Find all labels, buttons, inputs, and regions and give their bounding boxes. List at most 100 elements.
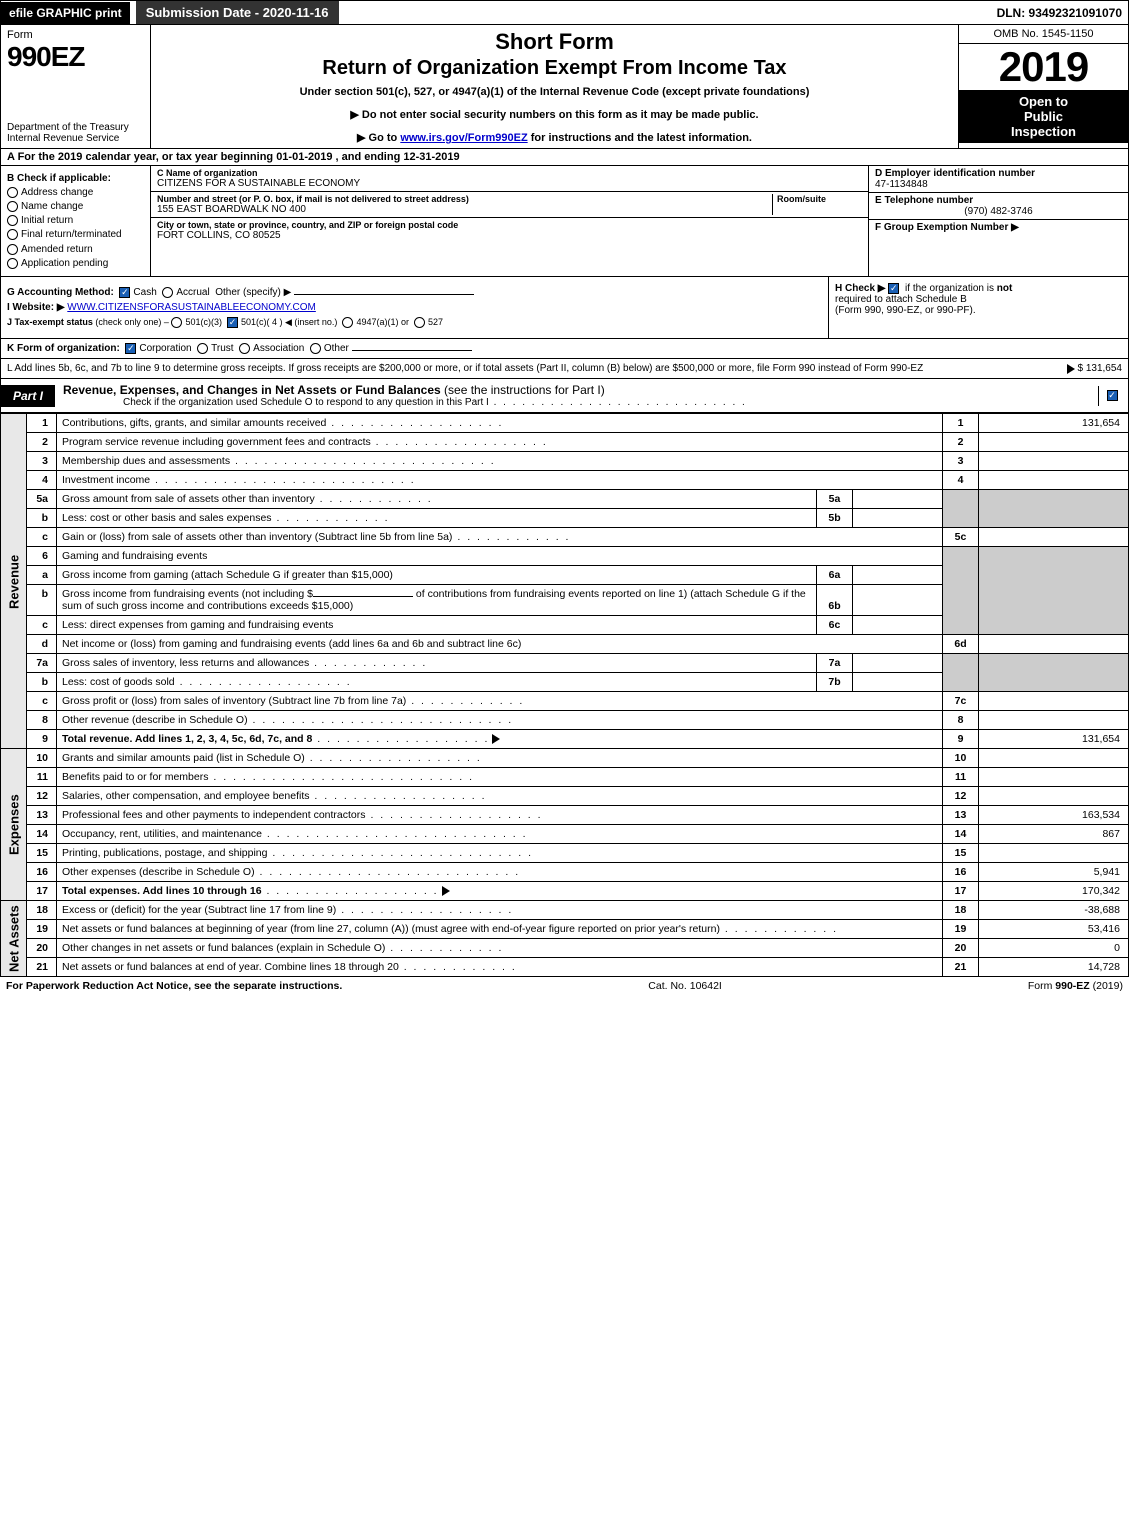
line-6c-sub: 6c — [817, 616, 853, 635]
line-18-amt: -38,688 — [979, 901, 1129, 920]
line-3-amt — [979, 452, 1129, 471]
page-footer: For Paperwork Reduction Act Notice, see … — [0, 977, 1129, 995]
part-i-label: Part I — [1, 385, 55, 407]
h-text3: (Form 990, 990-EZ, or 990-PF). — [835, 305, 1122, 316]
col-h: H Check ▶ ✓ if the organization is not r… — [828, 277, 1128, 338]
line-20-ln: 20 — [943, 939, 979, 958]
line-10-desc: Grants and similar amounts paid (list in… — [57, 749, 943, 768]
line-1-desc: Contributions, gifts, grants, and simila… — [57, 414, 943, 433]
l-amount-wrap: $ 131,654 — [1057, 363, 1122, 374]
short-form-title: Short Form — [161, 29, 948, 55]
website-link[interactable]: WWW.CITIZENSFORASUSTAINABLEECONOMY.COM — [67, 302, 316, 313]
line-12-desc: Salaries, other compensation, and employ… — [57, 787, 943, 806]
line-16-ln: 16 — [943, 863, 979, 882]
line-9-ln: 9 — [943, 730, 979, 749]
line-21-num: 21 — [27, 958, 57, 977]
row-k: K Form of organization: ✓Corporation Tru… — [0, 339, 1129, 359]
line-15-desc: Printing, publications, postage, and shi… — [57, 844, 943, 863]
l-text: L Add lines 5b, 6c, and 7b to line 9 to … — [7, 363, 1057, 374]
checkbox-amended-return[interactable]: Amended return — [7, 244, 144, 255]
omb-number: OMB No. 1545-1150 — [959, 25, 1128, 44]
efile-print-button[interactable]: efile GRAPHIC print — [1, 2, 130, 24]
line-2-num: 2 — [27, 433, 57, 452]
line-6b-desc: Gross income from fundraising events (no… — [57, 585, 817, 616]
line-12-num: 12 — [27, 787, 57, 806]
checkbox-h[interactable]: ✓ — [888, 283, 899, 294]
line-8-ln: 8 — [943, 711, 979, 730]
line-6b-sub: 6b — [817, 585, 853, 616]
line-6a-num: a — [27, 566, 57, 585]
line-6a-sub: 6a — [817, 566, 853, 585]
g-label: G Accounting Method: — [7, 287, 114, 298]
line-21-ln: 21 — [943, 958, 979, 977]
checkbox-501c[interactable]: ✓ — [227, 317, 238, 328]
h-text2: required to attach Schedule B — [835, 294, 1122, 305]
line-4-num: 4 — [27, 471, 57, 490]
line-5ab-shade — [943, 490, 979, 528]
line-14-desc: Occupancy, rent, utilities, and maintena… — [57, 825, 943, 844]
line-7b-desc: Less: cost of goods sold — [57, 673, 817, 692]
line-4-ln: 4 — [943, 471, 979, 490]
radio-501c3[interactable] — [171, 317, 182, 328]
radio-trust[interactable] — [197, 343, 208, 354]
info-grid: B Check if applicable: Address change Na… — [0, 166, 1129, 277]
line-13-num: 13 — [27, 806, 57, 825]
radio-527[interactable] — [414, 317, 425, 328]
irs-link[interactable]: www.irs.gov/Form990EZ — [400, 132, 527, 144]
form-number: 990EZ — [7, 41, 144, 73]
line-5c-num: c — [27, 528, 57, 547]
checkbox-name-change[interactable]: Name change — [7, 201, 144, 212]
line-16-num: 16 — [27, 863, 57, 882]
line-13-amt: 163,534 — [979, 806, 1129, 825]
line-1-num: 1 — [27, 414, 57, 433]
checkbox-address-change[interactable]: Address change — [7, 187, 144, 198]
line-15-amt — [979, 844, 1129, 863]
line-7a-sub: 7a — [817, 654, 853, 673]
line-5a-sub: 5a — [817, 490, 853, 509]
line-8-num: 8 — [27, 711, 57, 730]
j-note: (check only one) – — [95, 317, 169, 327]
header-right: OMB No. 1545-1150 2019 Open to Public In… — [958, 25, 1128, 148]
column-def: D Employer identification number 47-1134… — [868, 166, 1128, 276]
checkbox-initial-return[interactable]: Initial return — [7, 215, 144, 226]
checkbox-corporation[interactable]: ✓ — [125, 343, 136, 354]
line-7c-amt — [979, 692, 1129, 711]
ein-cell: D Employer identification number 47-1134… — [869, 166, 1128, 193]
part-i-checkbox[interactable]: ✓ — [1098, 386, 1128, 406]
street-label: Number and street (or P. O. box, if mail… — [157, 194, 772, 204]
line-20-amt: 0 — [979, 939, 1129, 958]
h-label: H Check ▶ — [835, 283, 885, 294]
line-5a-subval — [853, 490, 943, 509]
line-11-num: 11 — [27, 768, 57, 787]
line-6b-subval — [853, 585, 943, 616]
row-g: G Accounting Method: ✓Cash Accrual Other… — [7, 287, 822, 298]
inspection-line3: Inspection — [961, 124, 1126, 139]
line-5b-subval — [853, 509, 943, 528]
header-note1: ▶ Do not enter social security numbers o… — [161, 108, 948, 121]
checkbox-final-return[interactable]: Final return/terminated — [7, 229, 144, 240]
line-7c-num: c — [27, 692, 57, 711]
ein-label: D Employer identification number — [875, 168, 1122, 179]
radio-other-org[interactable] — [310, 343, 321, 354]
street-cell: Number and street (or P. O. box, if mail… — [151, 192, 868, 218]
line-5ab-shade-amt — [979, 490, 1129, 528]
radio-association[interactable] — [239, 343, 250, 354]
j-label: J Tax-exempt status — [7, 317, 93, 327]
radio-4947[interactable] — [342, 317, 353, 328]
line-13-ln: 13 — [943, 806, 979, 825]
line-6c-num: c — [27, 616, 57, 635]
line-6a-desc: Gross income from gaming (attach Schedul… — [57, 566, 817, 585]
line-13-desc: Professional fees and other payments to … — [57, 806, 943, 825]
line-14-amt: 867 — [979, 825, 1129, 844]
radio-accrual[interactable] — [162, 287, 173, 298]
arrow-icon — [492, 734, 500, 744]
line-7a-num: 7a — [27, 654, 57, 673]
line-7b-sub: 7b — [817, 673, 853, 692]
checkbox-application-pending[interactable]: Application pending — [7, 258, 144, 269]
line-2-desc: Program service revenue including govern… — [57, 433, 943, 452]
h-text1: if the organization is — [905, 283, 997, 294]
line-16-desc: Other expenses (describe in Schedule O) — [57, 863, 943, 882]
checkbox-cash[interactable]: ✓ — [119, 287, 130, 298]
submission-date-button[interactable]: Submission Date - 2020-11-16 — [136, 1, 339, 24]
org-name: CITIZENS FOR A SUSTAINABLE ECONOMY — [157, 178, 862, 189]
